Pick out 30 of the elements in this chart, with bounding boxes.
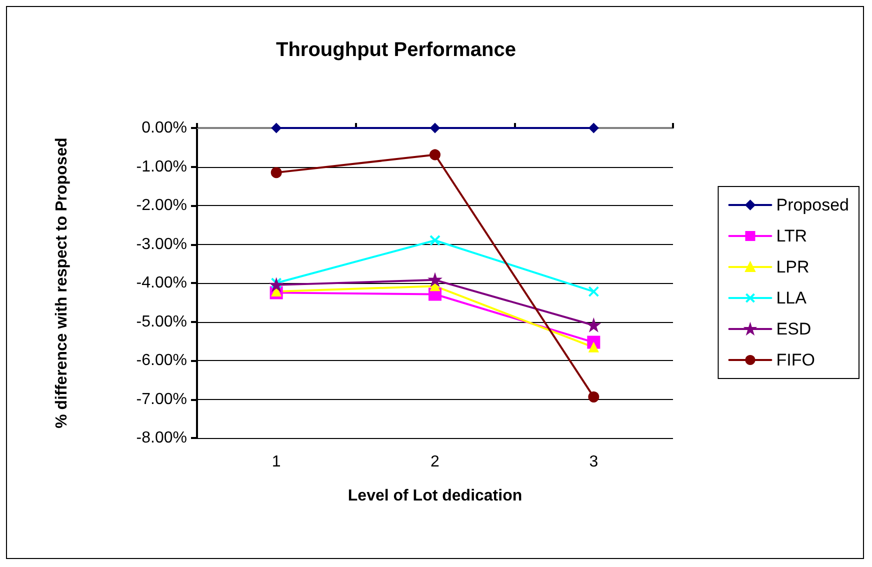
y-tick-label: -5.00% [136,313,187,330]
chart-title: Throughput Performance [276,39,516,61]
point [430,149,440,160]
x-axis-title: Level of Lot dedication [348,488,522,504]
y-tick-label: -3.00% [136,236,187,253]
legend-label: Proposed [776,196,850,214]
point [588,123,599,133]
y-tick-label: -1.00% [136,158,187,176]
legend-label: LPR [776,258,810,276]
x-tick-label: 3 [589,454,598,470]
y-tick-label: -7.00% [136,390,187,408]
y-tick-label: -4.00% [136,274,187,292]
point [430,123,440,133]
point [270,167,282,178]
point [588,342,599,352]
x-tick-label: 2 [430,454,440,470]
point [588,286,600,298]
legend-label: ESD [776,320,812,338]
y-tick-label: -6.00% [136,352,187,369]
legend-label: FIFO [776,350,815,370]
legend-label: LLA [776,288,808,308]
x-tick-label: 1 [272,454,281,470]
legend-label: LTR [776,226,808,246]
y-tick-label: 0.00% [142,120,187,136]
y-axis-title: % difference with respect to Proposed [54,138,70,428]
point [271,123,282,133]
point [588,391,600,402]
y-tick-label: -2.00% [136,197,187,214]
point [430,234,440,246]
y-tick-label: -8.00% [136,430,187,446]
